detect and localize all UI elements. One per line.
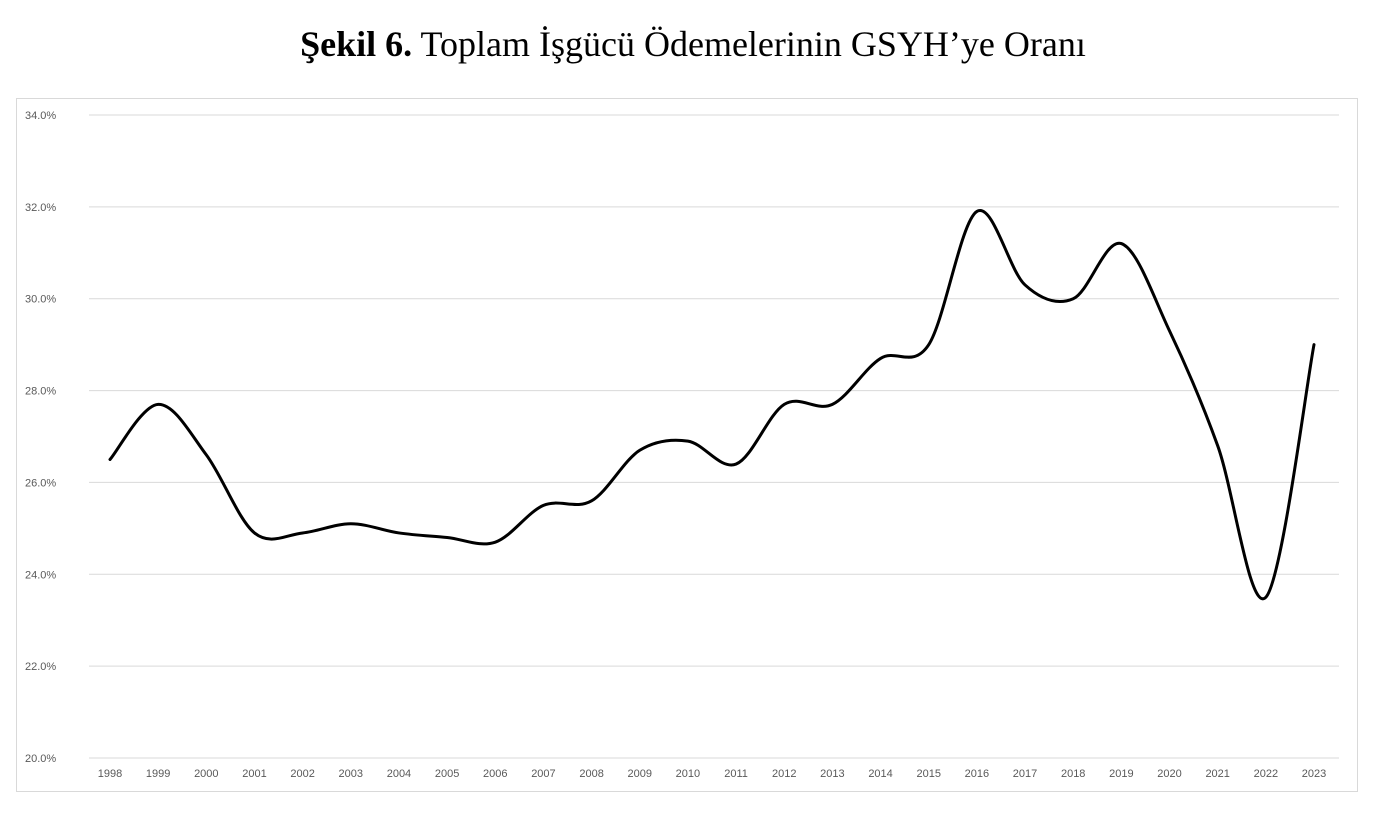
x-tick-label: 2020	[1157, 768, 1181, 780]
y-tick-label: 26.0%	[25, 477, 56, 489]
x-tick-label: 2014	[868, 768, 892, 780]
series-line	[108, 209, 1316, 601]
x-tick-label: 1999	[146, 768, 170, 780]
data-point	[878, 355, 884, 361]
data-point	[1022, 282, 1028, 288]
y-tick-label: 22.0%	[25, 661, 56, 673]
x-tick-label: 2005	[435, 768, 459, 780]
y-tick-label: 28.0%	[25, 386, 56, 398]
x-tick-label: 2022	[1254, 768, 1278, 780]
data-point	[1118, 241, 1124, 247]
x-tick-label: 2016	[965, 768, 989, 780]
data-point	[926, 342, 932, 348]
y-tick-label: 20.0%	[25, 753, 56, 765]
data-point	[685, 438, 691, 444]
chart-title: Şekil 6. Toplam İşgücü Ödemelerinin GSYH…	[0, 22, 1386, 66]
x-axis-ticks: 1998 1999 2000 2001 2002 2003 2004 2005 2006 2007…	[98, 768, 1326, 780]
data-point	[733, 461, 739, 467]
data-point	[444, 535, 450, 541]
data-point	[1215, 443, 1221, 449]
x-tick-label: 2012	[772, 768, 796, 780]
x-tick-label: 2006	[483, 768, 507, 780]
x-tick-label: 2017	[1013, 768, 1037, 780]
data-point	[1070, 296, 1076, 302]
chart-area: 20.0% 22.0% 24.0% 26.0% 28.0% 30.0% 32.0% 34.0%…	[16, 98, 1358, 792]
figure-label: Şekil 6.	[300, 24, 413, 64]
x-tick-label: 2021	[1205, 768, 1229, 780]
data-point	[396, 530, 402, 536]
data-point	[492, 539, 498, 545]
x-tick-label: 2019	[1109, 768, 1133, 780]
series-line-group	[107, 208, 1317, 601]
x-tick-label: 2018	[1061, 768, 1085, 780]
gridlines	[89, 114, 1339, 759]
x-tick-label: 2002	[290, 768, 314, 780]
x-tick-label: 2004	[387, 768, 411, 780]
data-point	[829, 401, 835, 407]
data-point	[348, 521, 354, 527]
y-tick-label: 32.0%	[25, 202, 56, 214]
x-tick-label: 2011	[724, 768, 748, 780]
data-point	[107, 456, 113, 462]
data-point	[155, 401, 161, 407]
y-axis-ticks: 20.0% 22.0% 24.0% 26.0% 28.0% 30.0% 32.0% 34.0%	[25, 110, 56, 765]
x-tick-label: 2008	[579, 768, 603, 780]
y-tick-label: 30.0%	[25, 294, 56, 306]
data-point	[1311, 342, 1317, 348]
x-tick-label: 1998	[98, 768, 122, 780]
x-tick-label: 2000	[194, 768, 218, 780]
data-point	[589, 498, 595, 504]
figure-caption: Toplam İşgücü Ödemelerinin GSYH’ye Oranı	[420, 24, 1086, 64]
data-point	[251, 530, 257, 536]
data-point	[637, 447, 643, 453]
x-tick-label: 2003	[339, 768, 363, 780]
x-tick-label: 2015	[916, 768, 940, 780]
y-tick-label: 34.0%	[25, 110, 56, 122]
x-tick-label: 2007	[531, 768, 555, 780]
data-point	[974, 208, 980, 214]
y-tick-label: 24.0%	[25, 569, 56, 581]
x-tick-label: 2009	[628, 768, 652, 780]
line-chart: 20.0% 22.0% 24.0% 26.0% 28.0% 30.0% 32.0% 34.0%…	[25, 110, 1339, 780]
x-tick-label: 2010	[676, 768, 700, 780]
x-tick-label: 2013	[820, 768, 844, 780]
data-point	[540, 502, 546, 508]
x-tick-label: 2001	[242, 768, 266, 780]
data-point	[1167, 328, 1173, 334]
data-point	[781, 401, 787, 407]
data-point	[300, 530, 306, 536]
data-point	[1263, 594, 1269, 600]
x-tick-label: 2023	[1302, 768, 1326, 780]
data-point	[203, 452, 209, 458]
